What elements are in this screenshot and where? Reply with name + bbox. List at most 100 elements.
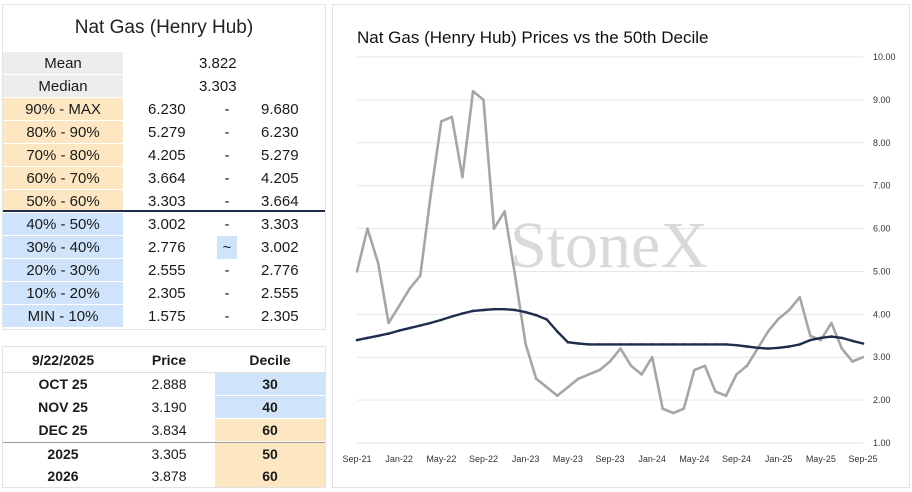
price-table-header: 9/22/2025 Price Decile [3, 349, 325, 373]
contract-decile: 50 [215, 443, 325, 465]
decile-point [440, 318, 443, 322]
y-tick-label: 8.00 [873, 138, 891, 148]
decile-separator: - [224, 285, 230, 302]
price-row: OCT 25 2.888 30 [3, 373, 325, 396]
price-point [735, 373, 738, 376]
decile-point [471, 309, 475, 313]
contract-decile: 60 [215, 419, 325, 441]
price-point [840, 347, 844, 350]
price-row: NOV 25 3.190 40 [3, 396, 325, 419]
decile-point [851, 339, 854, 343]
decile-low: 6.230 [148, 101, 186, 118]
decile-point [355, 338, 359, 342]
decile-point [798, 343, 802, 346]
x-tick-label: May-22 [426, 454, 456, 464]
x-tick-label: Jan-24 [638, 454, 666, 464]
decile-row: 40% - 50% 3.002 - 3.303 [3, 213, 325, 236]
price-point [693, 368, 696, 372]
decile-separator: - [224, 101, 230, 118]
decile-table-title: Nat Gas (Henry Hub) [74, 17, 254, 38]
price-point [387, 321, 390, 325]
mean-row: Mean 3.822 [3, 52, 325, 75]
decile-separator: - [224, 216, 230, 233]
price-point [787, 308, 791, 312]
x-tick-label: Sep-25 [848, 454, 877, 464]
decile-row: 10% - 20% 2.305 - 2.555 [3, 282, 325, 305]
price-point [419, 274, 422, 278]
decile-range-label: 10% - 20% [3, 282, 123, 304]
decile-point [419, 324, 422, 327]
price-point [714, 390, 717, 393]
decile-point [619, 343, 622, 346]
price-point [450, 115, 454, 119]
price-point [629, 364, 633, 368]
decile-low: 3.303 [148, 193, 186, 210]
decile-high: 5.279 [261, 147, 299, 164]
x-tick-label: Sep-22 [469, 454, 498, 464]
decile-range-label: 60% - 70% [3, 167, 123, 189]
decile-low: 3.002 [148, 216, 186, 233]
decile-point [503, 307, 506, 311]
price-point [397, 304, 401, 308]
decile-point [703, 343, 707, 346]
decile-row: 90% - MAX 6.230 - 9.680 [3, 98, 325, 121]
decile-low: 5.279 [148, 124, 186, 141]
price-point [608, 360, 612, 363]
y-tick-label: 4.00 [873, 309, 891, 319]
price-point [819, 338, 823, 342]
decile-point [756, 346, 759, 350]
median-row: Median 3.303 [3, 75, 325, 98]
price-point [619, 347, 622, 350]
decile-range-label: MIN - 10% [3, 305, 123, 327]
contract-name: 2025 [47, 446, 79, 462]
price-row: DEC 25 3.834 60 [3, 419, 325, 442]
price-point [798, 295, 802, 299]
decile-low: 2.776 [148, 239, 186, 256]
decile-range-label: 30% - 40% [3, 236, 123, 258]
watermark-logo: StoneX [510, 209, 708, 282]
decile-point [819, 336, 823, 340]
mean-value: 3.822 [199, 55, 237, 72]
decile-low: 2.305 [148, 285, 186, 302]
price-point [503, 210, 506, 213]
decile-separator: - [224, 147, 230, 164]
decile-point [661, 343, 664, 346]
contract-decile: 60 [215, 465, 325, 487]
price-point [830, 321, 833, 325]
decile-high: 3.002 [261, 239, 299, 256]
decile-point [598, 343, 601, 346]
decile-row: 80% - 90% 5.279 - 6.230 [3, 121, 325, 144]
decile-point [397, 329, 401, 332]
price-point [366, 227, 369, 230]
decile-high: 2.555 [261, 285, 299, 302]
price-point [440, 120, 443, 123]
decile-point [566, 340, 570, 344]
median-label: Median [3, 75, 123, 97]
price-point [650, 355, 654, 359]
decile-point [640, 343, 643, 346]
price-point [577, 377, 580, 381]
contract-price: 3.305 [151, 446, 187, 462]
decile-point [524, 310, 527, 314]
decile-point [777, 346, 780, 350]
price-point [492, 227, 496, 230]
contract-price: 3.878 [151, 468, 187, 484]
price-point [766, 330, 770, 333]
price-point [682, 407, 686, 411]
x-tick-label: May-24 [679, 454, 709, 464]
x-tick-label: Sep-23 [595, 454, 624, 464]
contract-decile: 30 [215, 373, 325, 395]
median-divider [3, 210, 325, 212]
contract-price: 3.190 [151, 399, 187, 415]
decile-high: 4.205 [261, 170, 299, 187]
contract-price: 3.834 [151, 422, 187, 438]
decile-point [693, 343, 696, 346]
y-tick-label: 3.00 [873, 352, 891, 362]
median-value: 3.303 [199, 78, 237, 95]
decile-row: 30% - 40% 2.776 ~3.002 [3, 236, 325, 259]
y-tick-label: 7.00 [873, 181, 891, 191]
y-tick-label: 9.00 [873, 95, 891, 105]
decile-separator: ~ [217, 236, 237, 259]
decile-point [650, 343, 654, 346]
decile-range-label: 20% - 30% [3, 259, 123, 281]
